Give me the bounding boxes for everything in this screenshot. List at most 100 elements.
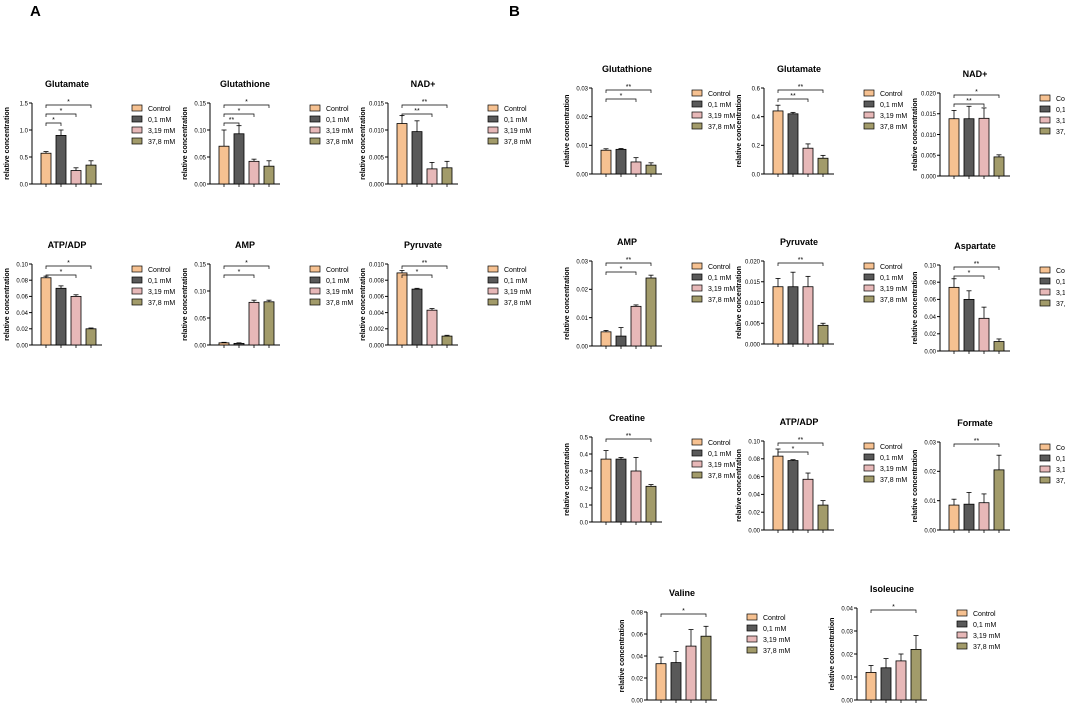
y-tick-label: 0.04: [631, 654, 643, 660]
legend-label: Control: [326, 106, 349, 113]
legend-swatch: [863, 464, 875, 472]
chart-glutathione: Glutathione relative concentration 0.00 0.0…: [182, 79, 353, 188]
y-tick-label: 0.000: [369, 343, 385, 349]
bar: [600, 149, 612, 175]
chart-valine: Valine relative concentration 0.00 0.02 0.04…: [619, 588, 790, 704]
legend-swatch: [131, 137, 143, 145]
bar: [615, 458, 627, 523]
bar: [817, 324, 829, 345]
legend-label: 3,19 mM: [504, 289, 531, 296]
bar: [645, 164, 657, 175]
significance-bracket: [45, 122, 62, 126]
legend-label: 3,19 mM: [1056, 290, 1065, 297]
y-tick-label: 0.1: [580, 503, 589, 509]
legend-label: 37,8 mM: [708, 297, 735, 304]
bar: [600, 331, 612, 347]
legend-swatch: [863, 284, 875, 292]
legend-swatch: [131, 287, 143, 295]
y-tick-label: 0.3: [580, 469, 589, 475]
y-axis-label: relative concentration: [912, 272, 919, 345]
chart-title: Aspartate: [954, 241, 996, 251]
bar: [426, 168, 438, 185]
y-tick-label: 0.00: [841, 698, 853, 704]
bar: [218, 342, 230, 346]
y-axis-label: relative concentration: [736, 95, 743, 168]
y-tick-label: 0.03: [841, 629, 853, 635]
bar: [218, 145, 230, 185]
legend-swatch: [691, 122, 703, 130]
y-tick-label: 0.02: [924, 470, 936, 476]
chart-title: NAD+: [963, 69, 988, 79]
y-tick-label: 0.2: [580, 486, 589, 492]
y-tick-label: 0.15: [194, 262, 206, 268]
y-tick-label: 0.10: [924, 263, 936, 269]
legend-label: 37,8 mM: [1056, 478, 1065, 485]
legend-label: 0,1 mM: [763, 626, 787, 633]
significance-bracket: [953, 94, 1000, 98]
legend-swatch: [1039, 443, 1051, 451]
legend-label: 37,8 mM: [1056, 301, 1065, 308]
y-axis-label: relative concentration: [360, 268, 367, 341]
legend-label: 0,1 mM: [880, 455, 904, 462]
y-tick-label: 0.00: [194, 182, 206, 188]
bar: [787, 460, 799, 531]
significance-label: *: [60, 108, 63, 115]
significance-label: **: [966, 98, 972, 105]
bar: [655, 663, 667, 701]
significance-bracket: [45, 274, 77, 278]
significance-label: *: [52, 117, 55, 124]
significance-bracket: [870, 609, 917, 613]
y-tick-label: 0.10: [748, 439, 760, 445]
legend-swatch: [1039, 277, 1051, 285]
legend-swatch: [309, 276, 321, 284]
legend-label: 3,19 mM: [504, 128, 531, 135]
charts-layer: Glutamate relative concentration 0.0 0.5 1.0…: [4, 64, 1065, 704]
significance-label: **: [798, 84, 804, 91]
chart-glutamate: Glutamate relative concentration 0.0 0.5 1.0…: [4, 79, 175, 188]
legend-label: 0,1 mM: [880, 275, 904, 282]
legend-label: 3,19 mM: [880, 466, 907, 473]
legend-swatch: [487, 287, 499, 295]
legend-swatch: [131, 115, 143, 123]
bar: [772, 455, 784, 531]
y-tick-label: 0.01: [576, 144, 588, 150]
legend-swatch: [863, 89, 875, 97]
chart-title: Glutamate: [777, 64, 821, 74]
significance-bracket: [605, 438, 652, 442]
legend-label: 0,1 mM: [708, 451, 732, 458]
panel-label-a: A: [30, 3, 41, 20]
significance-bracket: [223, 122, 240, 126]
significance-bracket: [401, 104, 448, 108]
legend-label: 37,8 mM: [148, 139, 175, 146]
legend-swatch: [863, 273, 875, 281]
legend-swatch: [863, 295, 875, 303]
y-tick-label: 0.4: [752, 115, 761, 121]
bar: [787, 113, 799, 175]
bar: [817, 504, 829, 531]
legend-label: 37,8 mM: [880, 477, 907, 484]
significance-label: **: [229, 117, 235, 124]
significance-bracket: [605, 262, 652, 266]
legend-label: Control: [880, 91, 903, 98]
significance-bracket: [45, 113, 77, 117]
legend-label: 3,19 mM: [708, 286, 735, 293]
legend-label: 37,8 mM: [880, 124, 907, 131]
y-tick-label: 0.008: [369, 279, 385, 285]
bar: [396, 272, 408, 346]
legend-label: 0,1 mM: [504, 278, 528, 285]
chart-title: Glutamate: [45, 79, 89, 89]
bar: [233, 133, 245, 185]
legend-label: 3,19 mM: [880, 113, 907, 120]
y-tick-label: 0.06: [631, 632, 643, 638]
y-tick-label: 0.00: [924, 349, 936, 355]
bar: [802, 286, 814, 345]
y-tick-label: 1.5: [20, 101, 29, 107]
y-tick-label: 0.006: [369, 295, 385, 301]
legend-label: 0,1 mM: [708, 102, 732, 109]
legend-label: 3,19 mM: [708, 462, 735, 469]
chart-title: Glutathione: [602, 64, 652, 74]
bar: [630, 470, 642, 523]
